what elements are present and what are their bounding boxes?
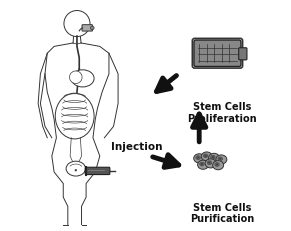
FancyBboxPatch shape	[194, 40, 241, 67]
Ellipse shape	[70, 71, 82, 84]
Ellipse shape	[201, 152, 212, 161]
Ellipse shape	[200, 162, 204, 166]
Circle shape	[205, 155, 207, 157]
Circle shape	[208, 161, 211, 164]
Ellipse shape	[211, 155, 215, 159]
Ellipse shape	[194, 154, 205, 163]
Ellipse shape	[216, 155, 227, 164]
Text: Stem Cells
Purification: Stem Cells Purification	[190, 203, 254, 225]
Circle shape	[201, 163, 203, 165]
Text: Injection: Injection	[111, 142, 162, 152]
Circle shape	[91, 26, 94, 30]
FancyBboxPatch shape	[85, 167, 110, 175]
Ellipse shape	[218, 157, 223, 161]
Circle shape	[75, 169, 77, 171]
Ellipse shape	[207, 161, 212, 165]
Circle shape	[197, 157, 199, 159]
Ellipse shape	[205, 159, 216, 168]
FancyBboxPatch shape	[239, 48, 247, 60]
Ellipse shape	[198, 160, 209, 169]
Ellipse shape	[215, 163, 219, 167]
Ellipse shape	[71, 70, 94, 87]
Ellipse shape	[209, 153, 219, 162]
Ellipse shape	[213, 161, 224, 170]
Circle shape	[216, 163, 218, 166]
Ellipse shape	[66, 161, 86, 176]
Text: Stem Cells
Proliferation: Stem Cells Proliferation	[187, 102, 257, 124]
Ellipse shape	[196, 156, 200, 160]
Ellipse shape	[203, 154, 208, 158]
Circle shape	[212, 156, 214, 158]
Circle shape	[64, 11, 90, 36]
Circle shape	[219, 158, 221, 160]
FancyBboxPatch shape	[82, 25, 93, 31]
Ellipse shape	[55, 93, 94, 139]
